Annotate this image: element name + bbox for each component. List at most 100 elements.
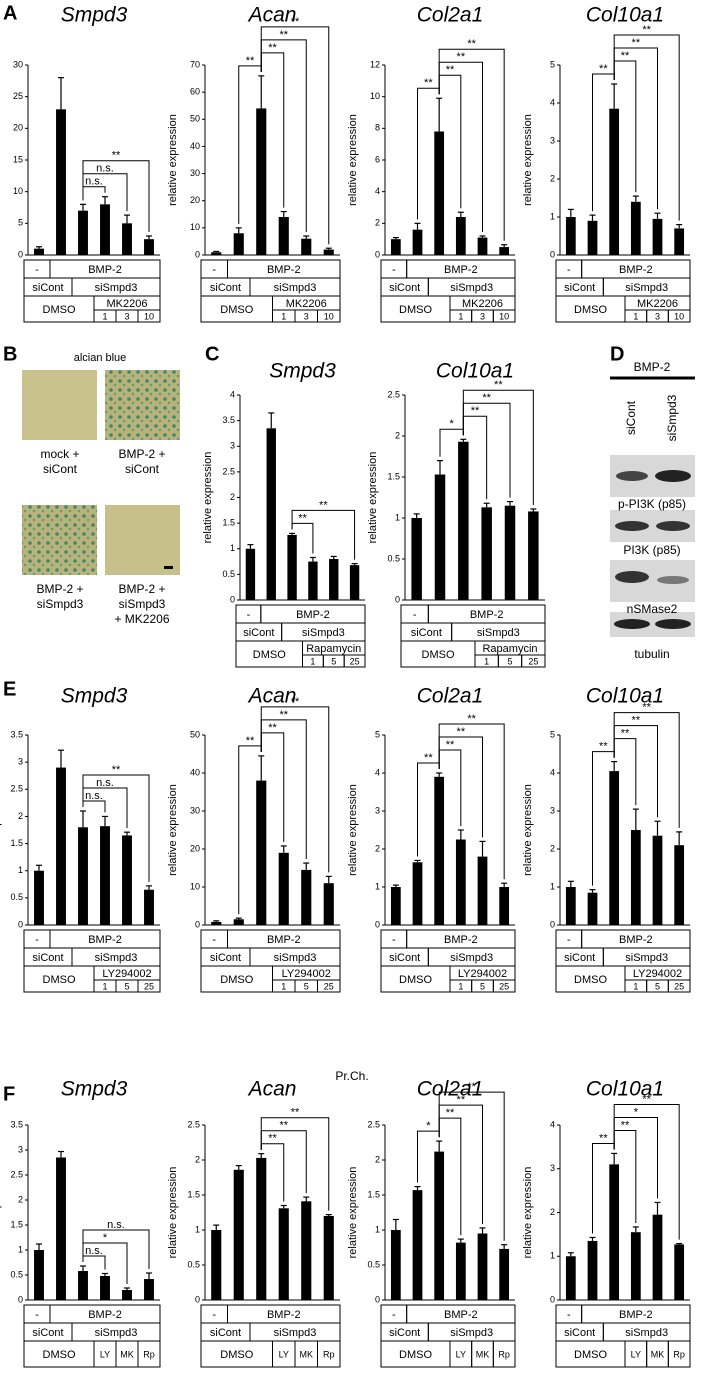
y-axis-label: relative expression [167,1167,179,1259]
y-tick-label: 2.5 [387,389,400,399]
table-label: siCont [210,282,241,294]
y-tick-label: 30 [13,59,23,69]
table-label: LY [279,1349,289,1359]
y-tick-label: 1.5 [187,1189,200,1199]
error-bar [330,555,337,559]
significance-bracket [438,723,505,880]
table-label: 3 [304,311,309,321]
table-label: siCont [32,282,63,294]
y-tick-label: 0 [550,249,555,259]
significance-bracket [82,1255,106,1270]
panel-letter: F [3,1083,15,1105]
bar [504,505,516,600]
y-tick-label: 0.5 [222,569,235,579]
y-tick-label: 4 [375,186,380,196]
bar [144,1279,154,1300]
table-label: Rp [143,1349,155,1359]
y-tick-label: 2.5 [10,784,23,794]
y-tick-label: 1 [195,1224,200,1234]
y-tick-label: 1.5 [367,1189,380,1199]
y-tick-label: 15 [13,154,23,164]
y-tick-label: 0 [195,249,200,259]
table-label: 1 [102,981,107,991]
significance-label: ** [457,51,466,63]
bar [434,474,446,600]
y-tick-label: 0 [195,1294,200,1304]
significance-bracket [438,1091,505,1241]
table-label: 25 [350,656,360,666]
y-tick-label: 25 [13,91,23,101]
table-label: siSmpd3 [95,952,138,964]
bar [122,223,132,255]
y-tick-label: 20 [190,843,200,853]
significance-label: ** [471,405,480,417]
significance-bracket [260,26,330,245]
chart-title: Acan [247,685,297,708]
table-label: Rp [498,1349,510,1359]
significance-label: ** [621,1119,630,1131]
bar [245,548,256,600]
bar [587,892,598,925]
significance-label: ** [457,726,466,738]
bar [477,1233,488,1300]
error-bar [309,556,316,562]
error-bar [457,829,464,840]
table-label: 10 [674,311,684,321]
error-bar [146,885,152,890]
y-tick-label: 0.5 [387,553,400,563]
bar [78,210,88,255]
bar [412,1190,423,1300]
scale-bar [164,566,173,569]
significance-bracket [82,800,106,813]
error-bar [530,508,537,512]
error-bar [36,864,42,871]
error-bar [36,246,42,249]
error-bar [457,211,464,217]
table-label: siCont [411,627,442,639]
y-tick-label: 1.5 [10,838,23,848]
table-label: BMP-2 [444,934,478,946]
significance-label: n.s. [85,1245,103,1257]
table-label: LY294002 [102,968,151,980]
table-label: LY294002 [633,968,682,980]
y-tick-label: 1.5 [387,471,400,481]
table-label: siCont [32,952,63,964]
table-label: 1 [458,981,463,991]
y-tick-label: 10 [190,222,200,232]
y-tick-label: 0.5 [10,892,23,902]
y-axis-label: relative expression [347,784,359,876]
table-label: LY [631,1349,641,1359]
error-bar [436,97,443,132]
table-label: siCont [389,952,420,964]
bar [565,217,576,255]
bar [477,856,488,925]
significance-label: n.s. [107,1219,125,1231]
y-tick-label: 1 [375,1224,380,1234]
y-tick-label: 2 [550,1207,555,1217]
chart-title: Col10a1 [586,4,664,27]
table-label: BMP-2 [296,609,330,621]
y-tick-label: 3 [18,1144,23,1154]
significance-label: ** [279,1120,288,1132]
table-label: BMP-2 [267,264,301,276]
y-tick-label: 20 [190,195,200,205]
panel-letter: A [3,2,17,24]
table-label: - [35,264,39,276]
significance-bracket [613,1103,680,1240]
bar [100,826,110,925]
error-bar [280,845,287,853]
bar [122,1290,132,1300]
table-label: 5 [124,981,129,991]
band-label: p-PI3K (p85) [618,497,686,511]
table-label: BMP-2 [619,934,653,946]
significance-label: ** [446,64,455,76]
error-bar [325,875,332,884]
error-bar [436,1140,443,1152]
significance-label: * [426,1120,431,1132]
table-label: - [212,934,216,946]
bar [78,827,88,925]
error-bar [414,1185,421,1191]
table-label: 5 [304,981,309,991]
error-bar [325,247,332,250]
error-bar [501,244,508,248]
